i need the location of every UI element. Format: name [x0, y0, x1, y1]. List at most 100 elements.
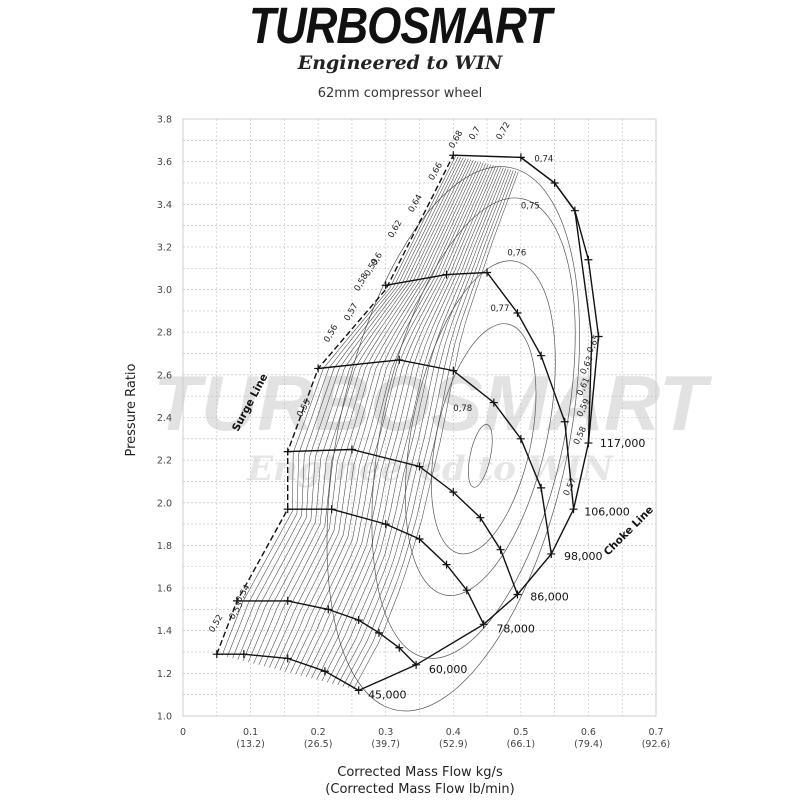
x-tick-label: 0.2: [311, 727, 326, 738]
efficiency-contour: [290, 163, 489, 674]
efficiency-label-surge: 0,68: [447, 129, 465, 150]
efficiency-contour: [232, 156, 462, 659]
efficiency-contour: [258, 160, 474, 666]
speed-line-marker: [415, 535, 424, 544]
y-axis-title: Pressure Ratio: [124, 363, 139, 456]
speed-line-marker: [327, 505, 336, 514]
speed-line-marker: [239, 650, 248, 659]
x-axis-title-secondary: (Corrected Mass Flow lb/min): [325, 782, 514, 797]
x-tick-label-lbmin: (79.4): [574, 739, 603, 750]
y-tick-label: 2.0: [157, 498, 172, 509]
speed-line-marker: [516, 434, 525, 443]
speed-line-marker: [594, 332, 603, 341]
watermark-wordmark: TURBOSMART: [153, 359, 713, 447]
gridlines: [183, 119, 656, 716]
efficiency-contour: [263, 160, 477, 667]
efficiency-island: [468, 424, 493, 488]
speed-line-label: 78,000: [496, 623, 535, 636]
y-tick-label: 2.4: [157, 413, 172, 424]
speed-line-marker: [354, 616, 363, 625]
speed-line-marker: [537, 483, 546, 492]
x-tick-label: 0.6: [581, 727, 596, 738]
x-tick-label: 0.5: [513, 727, 528, 738]
speed-line-marker: [449, 488, 458, 497]
logo-wordmark: TURBOSMART: [248, 0, 552, 55]
y-tick-label: 1.4: [157, 626, 172, 637]
speed-line-marker: [324, 605, 333, 614]
speed-line-label: 106,000: [584, 505, 630, 518]
x-tick-label: 0.4: [446, 727, 461, 738]
efficiency-contour: [227, 156, 459, 657]
y-tick-label: 1.2: [157, 669, 172, 680]
efficiency-label-surge: 0,66: [427, 161, 445, 182]
x-tick-label-lbmin: (66.1): [507, 739, 536, 750]
speed-line-marker: [395, 355, 404, 364]
efficiency-label-surge: 0,57: [342, 302, 360, 323]
x-tick-label-lbmin: (92.6): [642, 739, 671, 750]
y-tick-label: 3.2: [157, 242, 172, 253]
surge-line: [216, 154, 454, 655]
logo-tagline: Engineered to WIN: [297, 52, 503, 74]
speed-line-marker: [449, 366, 458, 375]
efficiency-contour: [332, 168, 509, 684]
speed-line-marker: [374, 628, 383, 637]
speed-line-marker: [415, 462, 424, 471]
efficiency-label-island: 0,75: [521, 202, 540, 212]
speed-line-marker: [395, 643, 404, 652]
efficiency-contour: [347, 170, 517, 688]
efficiency-contour: [305, 165, 497, 678]
y-tick-label: 1.6: [157, 584, 172, 595]
speed-line-marker: [537, 351, 546, 360]
efficiency-label-island: 0,78: [453, 404, 472, 414]
speed-line-marker: [354, 686, 363, 695]
x-tick-label-lbmin: (52.9): [439, 739, 468, 750]
y-tick-label: 3.8: [157, 115, 172, 126]
surge-choke-lines: [216, 154, 593, 692]
y-tick-label: 1.8: [157, 541, 172, 552]
speed-line-label: 117,000: [600, 437, 646, 450]
speed-lines: 45,000 60,000 78,000 86,000 98,000 106,000 117…: [212, 151, 646, 702]
speed-line-marker: [584, 255, 593, 264]
efficiency-label-surge: 0,52: [207, 613, 225, 634]
efficiency-contour: [337, 169, 512, 686]
x-tick-label: 0.3: [378, 727, 393, 738]
efficiency-contour: [316, 167, 502, 680]
speed-line-marker: [462, 586, 471, 595]
y-tick-label: 3.6: [157, 157, 172, 168]
efficiency-contour: [221, 155, 457, 656]
y-tick-label: 3.0: [157, 285, 172, 296]
speed-line-marker: [476, 513, 485, 522]
x-axis-title: Corrected Mass Flow kg/s: [337, 765, 503, 780]
efficiency-label-island: 0,77: [490, 304, 509, 314]
speed-line-label: 86,000: [530, 591, 569, 604]
x-tick-label: 0.1: [243, 727, 258, 738]
y-tick-label: 1.0: [157, 712, 172, 723]
speed-line-marker: [483, 268, 492, 277]
x-tick-label-lbmin: (39.7): [371, 739, 400, 750]
efficiency-contour: [248, 158, 469, 663]
y-tick-label: 2.2: [157, 456, 172, 467]
y-tick-label: 3.4: [157, 200, 172, 211]
speed-line-marker: [320, 667, 329, 676]
efficiency-contour: [353, 171, 519, 690]
brand-logo: TURBOSMART Engineered to WIN: [0, 0, 800, 80]
efficiency-contour: [295, 164, 492, 675]
efficiency-label-island: 0,74: [534, 155, 553, 165]
speed-line-marker: [283, 654, 292, 663]
x-tick-label-lbmin: (13.2): [236, 739, 265, 750]
y-tick-label: 2.6: [157, 370, 172, 381]
speed-line-marker: [560, 417, 569, 426]
x-tick-label: 0: [180, 727, 186, 738]
speed-line-label: 45,000: [368, 689, 407, 702]
efficiency-contour: [321, 167, 504, 682]
efficiency-label-surge: 0,56: [322, 323, 340, 344]
speed-line-label: 60,000: [429, 663, 468, 676]
speed-line-label: 98,000: [564, 550, 603, 563]
efficiency-contour: [311, 166, 499, 679]
efficiency-label-surge: 0,72: [495, 120, 513, 141]
axis-ticks: 0 0.1(13.2) 0.2(26.5) 0.3(39.7) 0.4(52.9) 0.5…: [157, 115, 670, 751]
efficiency-label-surge: 0,64: [407, 193, 425, 214]
efficiency-label-surge: 0,62: [386, 218, 404, 239]
efficiency-contour: [253, 159, 472, 664]
